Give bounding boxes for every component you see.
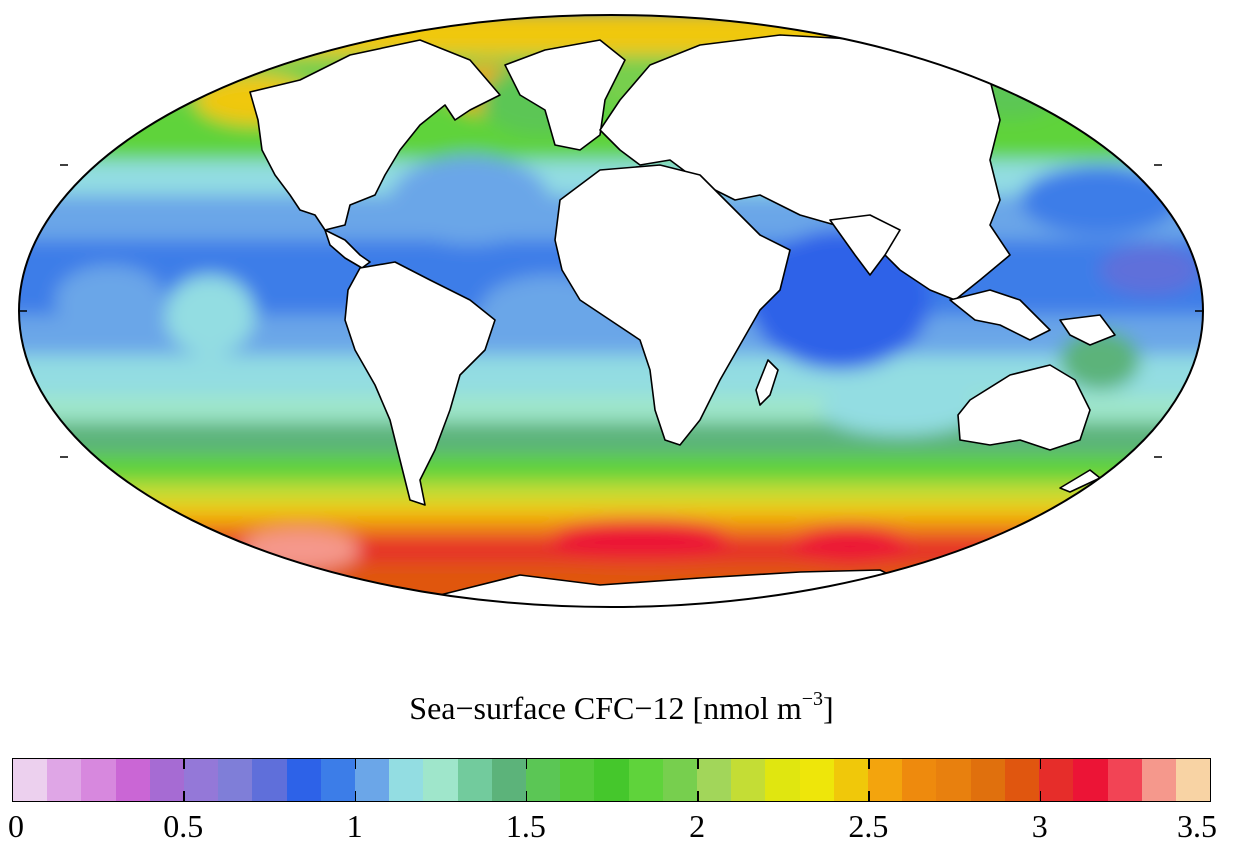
greenland-land [504, 39, 626, 151]
madagascar-land [755, 359, 779, 406]
colorbar-swatch [457, 759, 492, 801]
colorbar-swatch [286, 759, 321, 801]
colorbar-swatch [902, 759, 937, 801]
colorbar-swatch [491, 759, 527, 801]
colorbar-swatch [184, 759, 219, 801]
colorbar-tick-label: 3 [1031, 808, 1048, 844]
colorbar-swatch [13, 759, 48, 801]
colorbar-swatch [560, 759, 595, 801]
colorbar-tick-label: 2.5 [848, 808, 889, 844]
colorbar-title-text: Sea−surface CFC−12 [nmol m [409, 690, 802, 726]
colorbar-swatch [526, 759, 561, 801]
colorbar-tick-label: 0.5 [163, 808, 204, 844]
colorbar-tick-label: 1 [346, 808, 363, 844]
colorbar-tick [183, 791, 185, 801]
colorbar-tick [697, 759, 699, 769]
colorbar-swatch [81, 759, 116, 801]
colorbar-swatch [252, 759, 287, 801]
colorbar-swatch [628, 759, 663, 801]
colorbar-swatch [662, 759, 698, 801]
colorbar-title-end: ] [823, 690, 834, 726]
colorbar-tick [354, 759, 357, 769]
colorbar-tick-label: 3.5 [1177, 808, 1217, 844]
colorbar-swatch [936, 759, 971, 801]
colorbar-swatch [594, 759, 629, 801]
colorbar-swatch [731, 759, 766, 801]
colorbar-swatch [1004, 759, 1040, 801]
colorbar-swatch [1141, 759, 1176, 801]
world-map [18, 14, 1204, 608]
colorbar-tick [868, 759, 870, 769]
colorbar-swatch [218, 759, 253, 801]
colorbar-swatch [149, 759, 185, 801]
central-america-land [324, 229, 371, 269]
colorbar-swatch [1039, 759, 1074, 801]
colorbar-tick [1039, 791, 1042, 801]
colorbar-swatch [833, 759, 869, 801]
colorbar-swatch [389, 759, 424, 801]
africa-land [554, 164, 791, 446]
colorbar-tick [525, 759, 528, 769]
colorbar-tick [868, 791, 870, 801]
colorbar-swatch [423, 759, 458, 801]
colorbar-tick [697, 791, 699, 801]
colorbar-swatch [799, 759, 834, 801]
land-masses [249, 34, 1116, 607]
colorbar-title-unit-exponent: −3 [801, 688, 824, 710]
colorbar-swatch [1107, 759, 1142, 801]
australia-land [957, 364, 1091, 451]
south-america-land [344, 261, 496, 506]
colorbar-swatch [765, 759, 800, 801]
colorbar-swatch [320, 759, 356, 801]
colorbar-tick [183, 759, 185, 769]
southeast-asia-land [949, 289, 1051, 341]
colorbar-tick-label: 1.5 [505, 808, 546, 844]
north-america-land [249, 39, 501, 231]
colorbar-swatch [1073, 759, 1108, 801]
colorbar-swatch [47, 759, 82, 801]
colorbar-swatch [868, 759, 903, 801]
colorbar-swatch [1175, 759, 1211, 801]
colorbar-swatch [355, 759, 390, 801]
colorbar-tick [354, 791, 357, 801]
colorbar-tick [525, 791, 528, 801]
colorbar-tick-label: 0 [8, 808, 24, 844]
colorbar-title: Sea−surface CFC−12 [nmol m−3] [0, 688, 1243, 727]
colorbar-swatch [970, 759, 1005, 801]
colorbar [12, 758, 1211, 802]
graticule-ticks [19, 164, 1203, 458]
india-land [829, 214, 901, 276]
colorbar-tick [1039, 759, 1042, 769]
colorbar-swatch [115, 759, 150, 801]
colorbar-swatch [697, 759, 732, 801]
colorbar-tick-label: 2 [689, 808, 706, 844]
